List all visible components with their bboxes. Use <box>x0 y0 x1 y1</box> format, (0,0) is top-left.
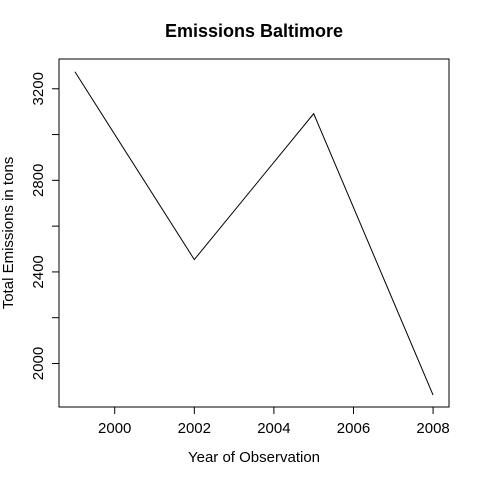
x-axis-label: Year of Observation <box>188 449 320 466</box>
x-tick-label: 2006 <box>337 420 370 437</box>
series-line <box>74 71 434 396</box>
y-axis-label: Total Emissions in tons <box>0 157 17 310</box>
y-tick-label: 2400 <box>30 255 47 288</box>
chart-title: Emissions Baltimore <box>165 21 343 41</box>
x-tick-label: 2008 <box>416 420 449 437</box>
y-tick-label: 3200 <box>30 72 47 105</box>
plot-frame <box>58 58 450 408</box>
y-axis: 2000 2400 2800 3200 <box>30 72 59 380</box>
series-layer <box>74 71 434 396</box>
x-tick-label: 2002 <box>178 420 211 437</box>
y-tick-label: 2800 <box>30 164 47 197</box>
x-tick-label: 2004 <box>257 420 290 437</box>
x-axis: 2000 2002 2004 2006 2008 <box>98 407 450 437</box>
x-tick-label: 2000 <box>98 420 131 437</box>
y-tick-label: 2000 <box>30 347 47 380</box>
